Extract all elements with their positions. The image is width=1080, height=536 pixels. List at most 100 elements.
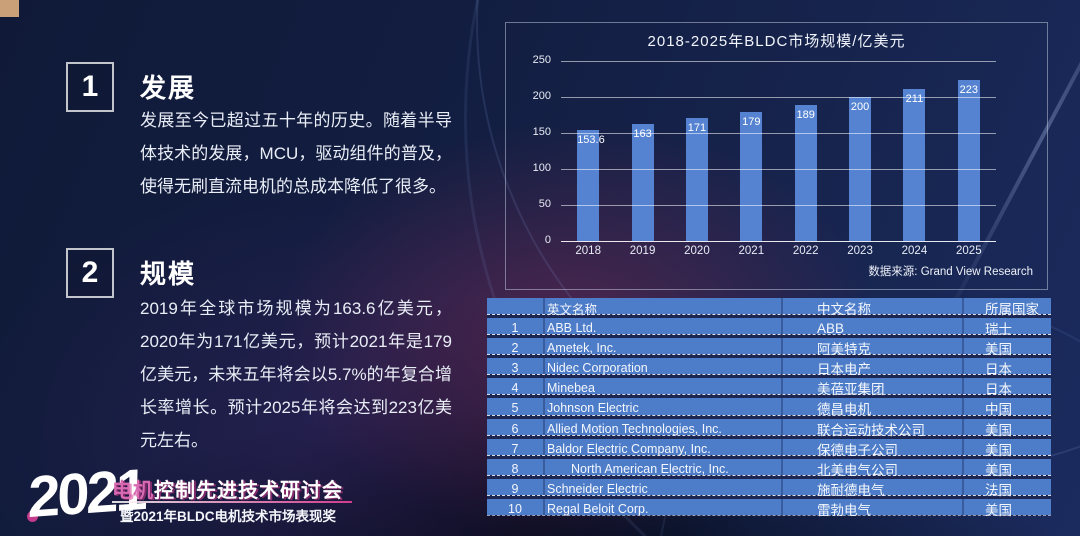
bar-slot-2025: 223 [942, 61, 996, 241]
row-separator [487, 394, 1051, 399]
bar-2020: 171 [685, 117, 708, 241]
cell-chinese-name: 保德电子公司 [817, 442, 898, 458]
cell-english-name: Ametek, Inc. [547, 341, 617, 356]
section-number-badge-2: 2 [66, 248, 114, 298]
cell-english-name: Regal Beloit Corp. [547, 501, 649, 516]
bar-slot-2024: 211 [887, 61, 941, 241]
cell-country: 美国 [985, 462, 1012, 478]
y-tick-label-150: 150 [532, 126, 551, 138]
row-separator [487, 474, 1051, 479]
x-axis-label-2025: 2025 [956, 245, 982, 257]
conference-title: 电机控制先进技术研讨会 [112, 474, 343, 503]
section-number-badge-1: 1 [66, 62, 114, 112]
cell-country: 美国 [985, 422, 1012, 438]
row-separator [487, 494, 1051, 499]
table-row-9: 9 Schneider Electric 施耐德电气 法国 [487, 478, 1051, 498]
y-tick-label-50: 50 [538, 198, 551, 210]
cell-chinese-name: 阿美特克 [817, 342, 871, 358]
cell-country: 美国 [985, 502, 1012, 518]
corner-square-decoration [0, 0, 19, 17]
bar-2019: 163 [631, 123, 654, 241]
x-axis-label-2021: 2021 [738, 245, 765, 257]
title-divider-line [112, 501, 352, 503]
chart-title: 2018-2025年BLDC市场规模/亿美元 [647, 33, 906, 50]
row-separator [487, 334, 1051, 339]
chart-plot-area [561, 61, 996, 242]
cell-rank: 7 [511, 441, 519, 456]
table-row-2: 2 Ametek, Inc. 阿美特克 美国 [487, 338, 1051, 357]
cell-english-name: North American Electric, Inc. [571, 461, 729, 476]
cell-rank: 6 [511, 421, 519, 436]
bar-2025: 223 [957, 80, 980, 241]
cell-country: 中国 [985, 402, 1012, 418]
bar-2018: 153.6 [577, 130, 605, 241]
cell-country: 瑞士 [985, 322, 1012, 338]
cell-chinese-name: 联合运动技术公司 [817, 422, 925, 438]
y-tick-label-0: 0 [544, 234, 551, 246]
x-axis-labels: 2018 2019 2020 2021 2022 2023 2024 2025 [561, 245, 996, 257]
x-axis-label-2024: 2024 [901, 245, 928, 257]
cell-english-name: ABB Ltd. [547, 321, 597, 336]
cell-country: 法国 [985, 482, 1012, 498]
table-row-10: 10 Regal Beloit Corp. 雷勃电气 美国 [487, 498, 1051, 518]
y-tick-label-100: 100 [532, 162, 551, 174]
cell-chinese-name: 日本电产 [817, 362, 871, 378]
cell-rank: 1 [511, 321, 519, 336]
section-title-development: 发展 [140, 73, 197, 103]
cell-rank: 9 [511, 481, 519, 496]
cell-rank: 2 [511, 341, 519, 356]
cell-chinese-name: 美蓓亚集团 [817, 382, 885, 398]
cell-rank: 3 [511, 361, 519, 376]
conference-title-accent: 电机 [112, 480, 154, 502]
conference-subtitle: 暨2021年BLDC电机技术市场表现奖 [120, 509, 337, 524]
x-axis-label-2020: 2020 [684, 245, 710, 257]
bar-2022: 189 [794, 104, 817, 241]
cell-rank: 8 [511, 461, 519, 476]
cell-country: 美国 [985, 442, 1012, 458]
row-separator [487, 354, 1051, 359]
row-separator [487, 314, 1051, 319]
gridline-200 [561, 97, 996, 98]
x-axis-label-2023: 2023 [847, 245, 873, 257]
cell-country: 美国 [985, 342, 1012, 358]
cell-rank: 5 [511, 401, 519, 416]
header-chinese-name: 中文名称 [817, 302, 871, 317]
cell-english-name: Allied Motion Technologies, Inc. [547, 421, 722, 436]
x-axis-label-2022: 2022 [792, 245, 819, 257]
y-tick-label-200: 200 [532, 90, 551, 102]
gridline-250 [561, 61, 996, 62]
ranking-table: 英文名称 中文名称 所属国家 1 ABB Ltd. ABB 瑞士 2 Ametek, In… [487, 298, 1051, 518]
market-chart-panel: 2018-2025年BLDC市场规模/亿美元 153.6 163 171 179 189… [505, 22, 1048, 290]
cell-chinese-name: 北美电气公司 [817, 462, 898, 478]
cell-english-name: Johnson Electric [547, 401, 639, 416]
cell-rank: 4 [511, 381, 519, 396]
x-axis-label-2018: 2018 [575, 245, 601, 257]
bar-value-label-2021: 179 [742, 116, 761, 129]
bar-value-label-2024: 211 [905, 93, 924, 106]
section-number-2: 2 [81, 256, 99, 289]
table-row-6: 6 Allied Motion Technologies, Inc. 联合运动技术公… [487, 418, 1051, 438]
header-english-name: 英文名称 [547, 302, 598, 317]
cell-english-name: Schneider Electric [547, 481, 648, 496]
bar-series: 153.6 163 171 179 189 200 211 223 [561, 61, 996, 241]
gridline-150 [561, 133, 996, 134]
bar-slot-2019: 163 [615, 61, 669, 241]
bar-slot-2018: 153.6 [561, 61, 615, 241]
conference-title-rest: 控制先进技术研讨会 [154, 480, 343, 502]
bar-value-label-2022: 189 [796, 108, 815, 121]
cell-country: 日本 [985, 362, 1012, 378]
row-separator [487, 434, 1051, 439]
table-row-7: 7 Baldor Electric Company, Inc. 保德电子公司 美国 [487, 438, 1051, 458]
cell-english-name: Baldor Electric Company, Inc. [547, 441, 711, 456]
cell-chinese-name: 雷勃电气 [817, 502, 871, 518]
table-row-8: 8 North American Electric, Inc. 北美电气公司 美国 [487, 458, 1051, 478]
logo-pink-dot [27, 511, 38, 522]
section-body-scale: 2019年全球市场规模为163.6亿美元，2020年为171亿美元，预计2021… [140, 299, 452, 450]
gridline-100 [561, 169, 996, 170]
bar-2021: 179 [740, 112, 763, 241]
y-tick-label-250: 250 [532, 54, 551, 66]
chart-source: 数据来源: Grand View Research [868, 266, 1033, 278]
section-number-1: 1 [81, 70, 99, 103]
table-row-1: 1 ABB Ltd. ABB 瑞士 [487, 318, 1051, 337]
